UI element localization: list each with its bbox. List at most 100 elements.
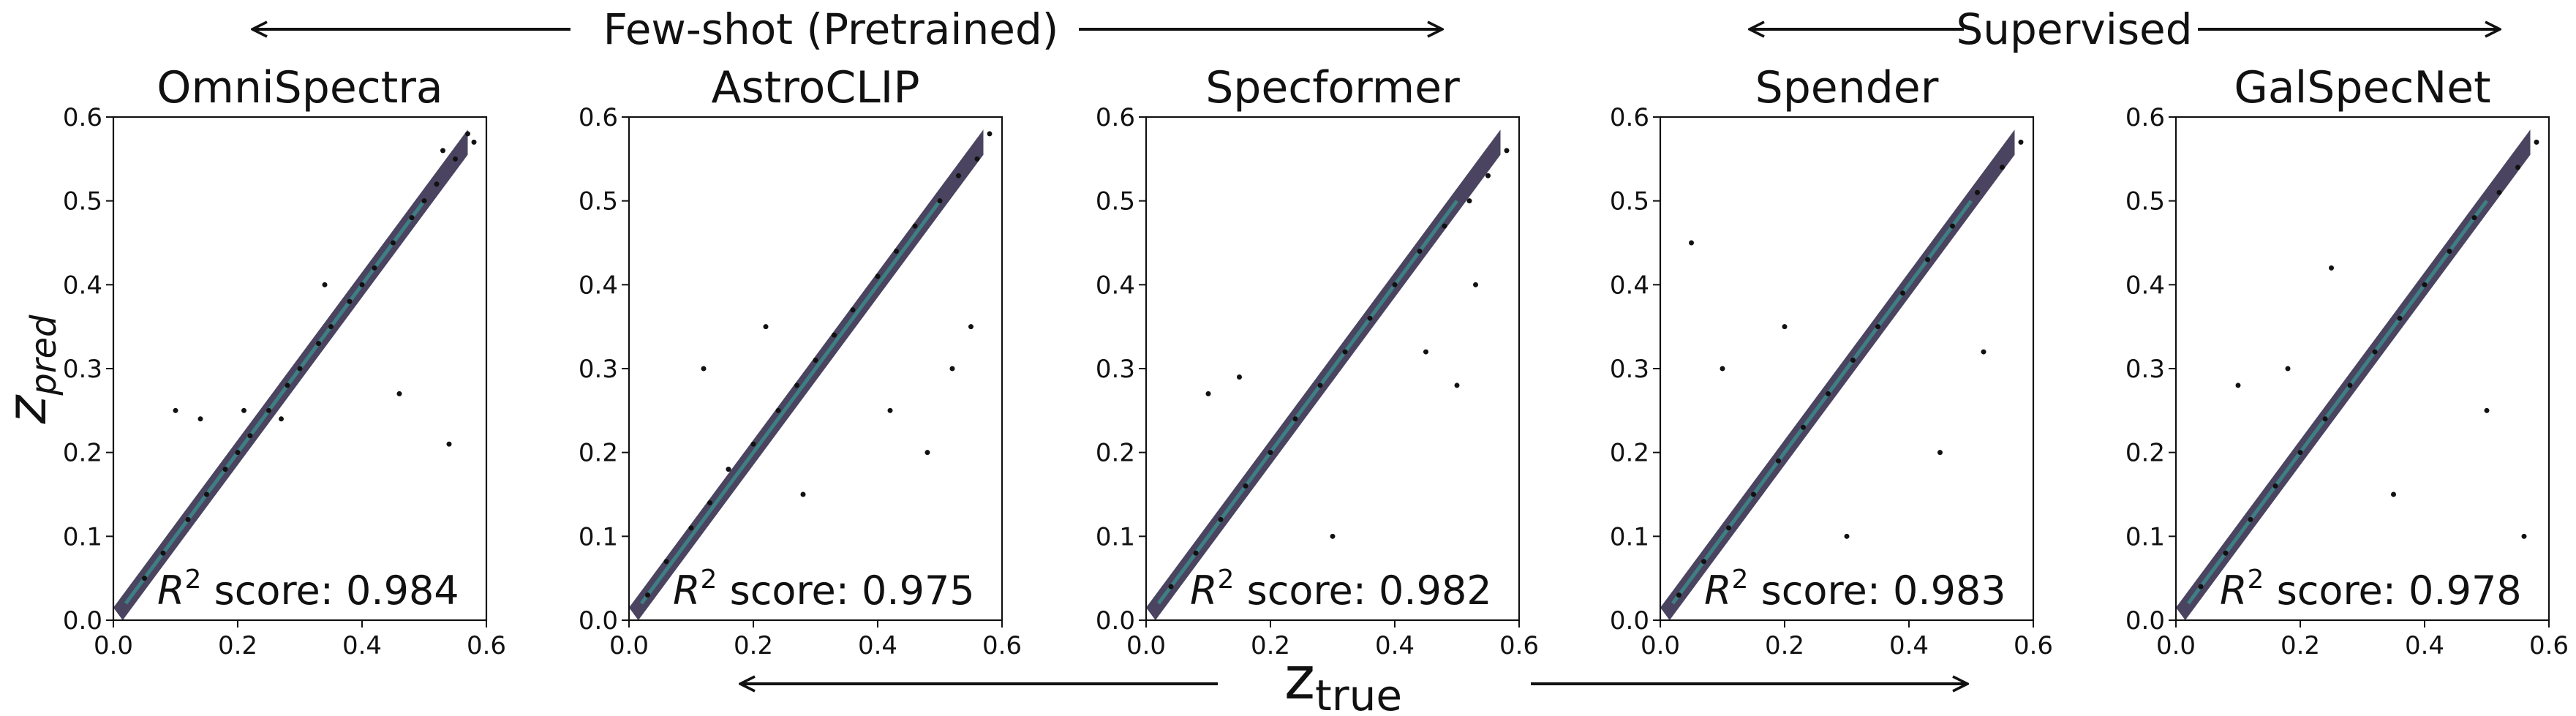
data-point <box>726 467 731 472</box>
data-point <box>173 407 178 413</box>
data-point <box>974 156 980 162</box>
y-tick-label: 0.2 <box>579 439 618 468</box>
data-point <box>1342 349 1348 355</box>
data-point <box>1218 516 1224 522</box>
data-point <box>1367 315 1373 321</box>
data-point <box>2198 584 2204 589</box>
data-point <box>850 307 856 313</box>
x-tick-label: 0.2 <box>1251 631 1290 660</box>
y-tick-label: 0.0 <box>1096 606 1135 636</box>
group-supervised: Supervised <box>1750 4 2500 54</box>
density-band <box>113 129 468 620</box>
data-point <box>316 341 321 347</box>
data-point <box>2372 349 2378 355</box>
x-tick-label: 0.0 <box>609 631 649 660</box>
data-point <box>1423 349 1428 355</box>
data-point <box>912 223 918 229</box>
data-point <box>1801 424 1806 430</box>
data-point <box>471 139 477 145</box>
data-point <box>2422 282 2428 287</box>
x-axis-label: ztrue <box>1284 644 1402 716</box>
y-tick-label: 0.6 <box>2125 103 2165 132</box>
data-point <box>1454 383 1460 388</box>
data-point <box>968 324 973 330</box>
y-tick-label: 0.4 <box>1096 271 1135 300</box>
data-point <box>2248 516 2253 522</box>
x-tick-label: 0.4 <box>1375 631 1415 660</box>
data-point <box>328 324 334 330</box>
y-tick-label: 0.3 <box>1610 355 1649 384</box>
data-point <box>832 332 837 338</box>
y-tick-label: 0.0 <box>2125 606 2165 636</box>
data-point <box>1504 148 1510 154</box>
x-tick-label: 0.6 <box>982 631 1022 660</box>
r2-score-annotation: R2 score: 0.983 <box>1704 565 2006 614</box>
data-point <box>2018 139 2024 145</box>
panel-title: Spender <box>1755 62 1939 113</box>
y-axis-label: zpred <box>0 314 64 425</box>
panel-title: GalSpecNet <box>2234 62 2490 113</box>
y-tick-label: 0.1 <box>1096 522 1135 551</box>
x-tick-label: 0.4 <box>1889 631 1929 660</box>
data-point <box>2397 315 2403 321</box>
data-point <box>2223 550 2229 556</box>
y-tick-label: 0.2 <box>1610 439 1649 468</box>
data-point <box>1676 592 1681 598</box>
data-point <box>1330 533 1336 539</box>
y-tick-label: 0.0 <box>1610 606 1649 636</box>
y-tick-label: 0.4 <box>579 271 618 300</box>
y-tick-label: 0.4 <box>63 271 102 300</box>
data-point <box>2297 450 2303 456</box>
r2-exponent: 2 <box>1218 565 1235 595</box>
data-point <box>1701 559 1706 565</box>
data-point <box>1442 223 1447 229</box>
density-core <box>1156 200 1459 605</box>
x-tick-label: 0.6 <box>467 631 506 660</box>
data-point <box>347 298 353 304</box>
r2-score-annotation: R2 score: 0.984 <box>157 565 459 614</box>
x-tick-label: 0.0 <box>1641 631 1680 660</box>
y-tick-label: 0.6 <box>1610 103 1649 132</box>
data-point <box>663 559 669 565</box>
group-label-supervised: Supervised <box>1956 4 2192 54</box>
density-band <box>1146 129 1501 620</box>
data-point <box>1900 290 1905 296</box>
data-point <box>2322 416 2328 422</box>
ylabel-main: z <box>0 394 59 425</box>
x-tick-label: 0.2 <box>218 631 257 660</box>
r2-symbol: R <box>1704 568 1732 614</box>
data-point <box>1317 383 1323 388</box>
data-point <box>949 366 955 372</box>
r2-score-text: score: 0.983 <box>1748 568 2006 614</box>
data-point <box>924 450 930 456</box>
data-point <box>2521 533 2527 539</box>
data-point <box>1205 391 1211 396</box>
data-point <box>222 467 228 472</box>
x-tick-label: 0.6 <box>2529 631 2569 660</box>
x-tick-label: 0.4 <box>858 631 897 660</box>
r2-score-annotation: R2 score: 0.978 <box>2220 565 2522 614</box>
y-tick-label: 0.3 <box>1096 355 1135 384</box>
data-point <box>1243 483 1249 489</box>
x-tick-label: 0.2 <box>2281 631 2320 660</box>
data-point <box>2235 383 2241 388</box>
data-point <box>247 433 253 439</box>
r2-symbol: R <box>673 568 701 614</box>
x-tick-label: 0.2 <box>1765 631 1804 660</box>
data-point <box>1776 458 1781 464</box>
density-core <box>639 200 942 605</box>
x-tick-label: 0.2 <box>734 631 773 660</box>
density-core <box>1671 200 1973 605</box>
data-point <box>813 358 818 363</box>
r2-exponent: 2 <box>2248 565 2264 595</box>
y-tick-label: 0.2 <box>63 439 102 468</box>
x-tick-label: 0.6 <box>2014 631 2053 660</box>
y-tick-label: 0.3 <box>579 355 618 384</box>
data-point <box>1485 173 1491 178</box>
data-point <box>1782 324 1788 330</box>
data-point <box>2496 189 2502 195</box>
density-core <box>124 200 426 605</box>
x-tick-label: 0.4 <box>2405 631 2444 660</box>
data-point <box>1850 358 1856 363</box>
